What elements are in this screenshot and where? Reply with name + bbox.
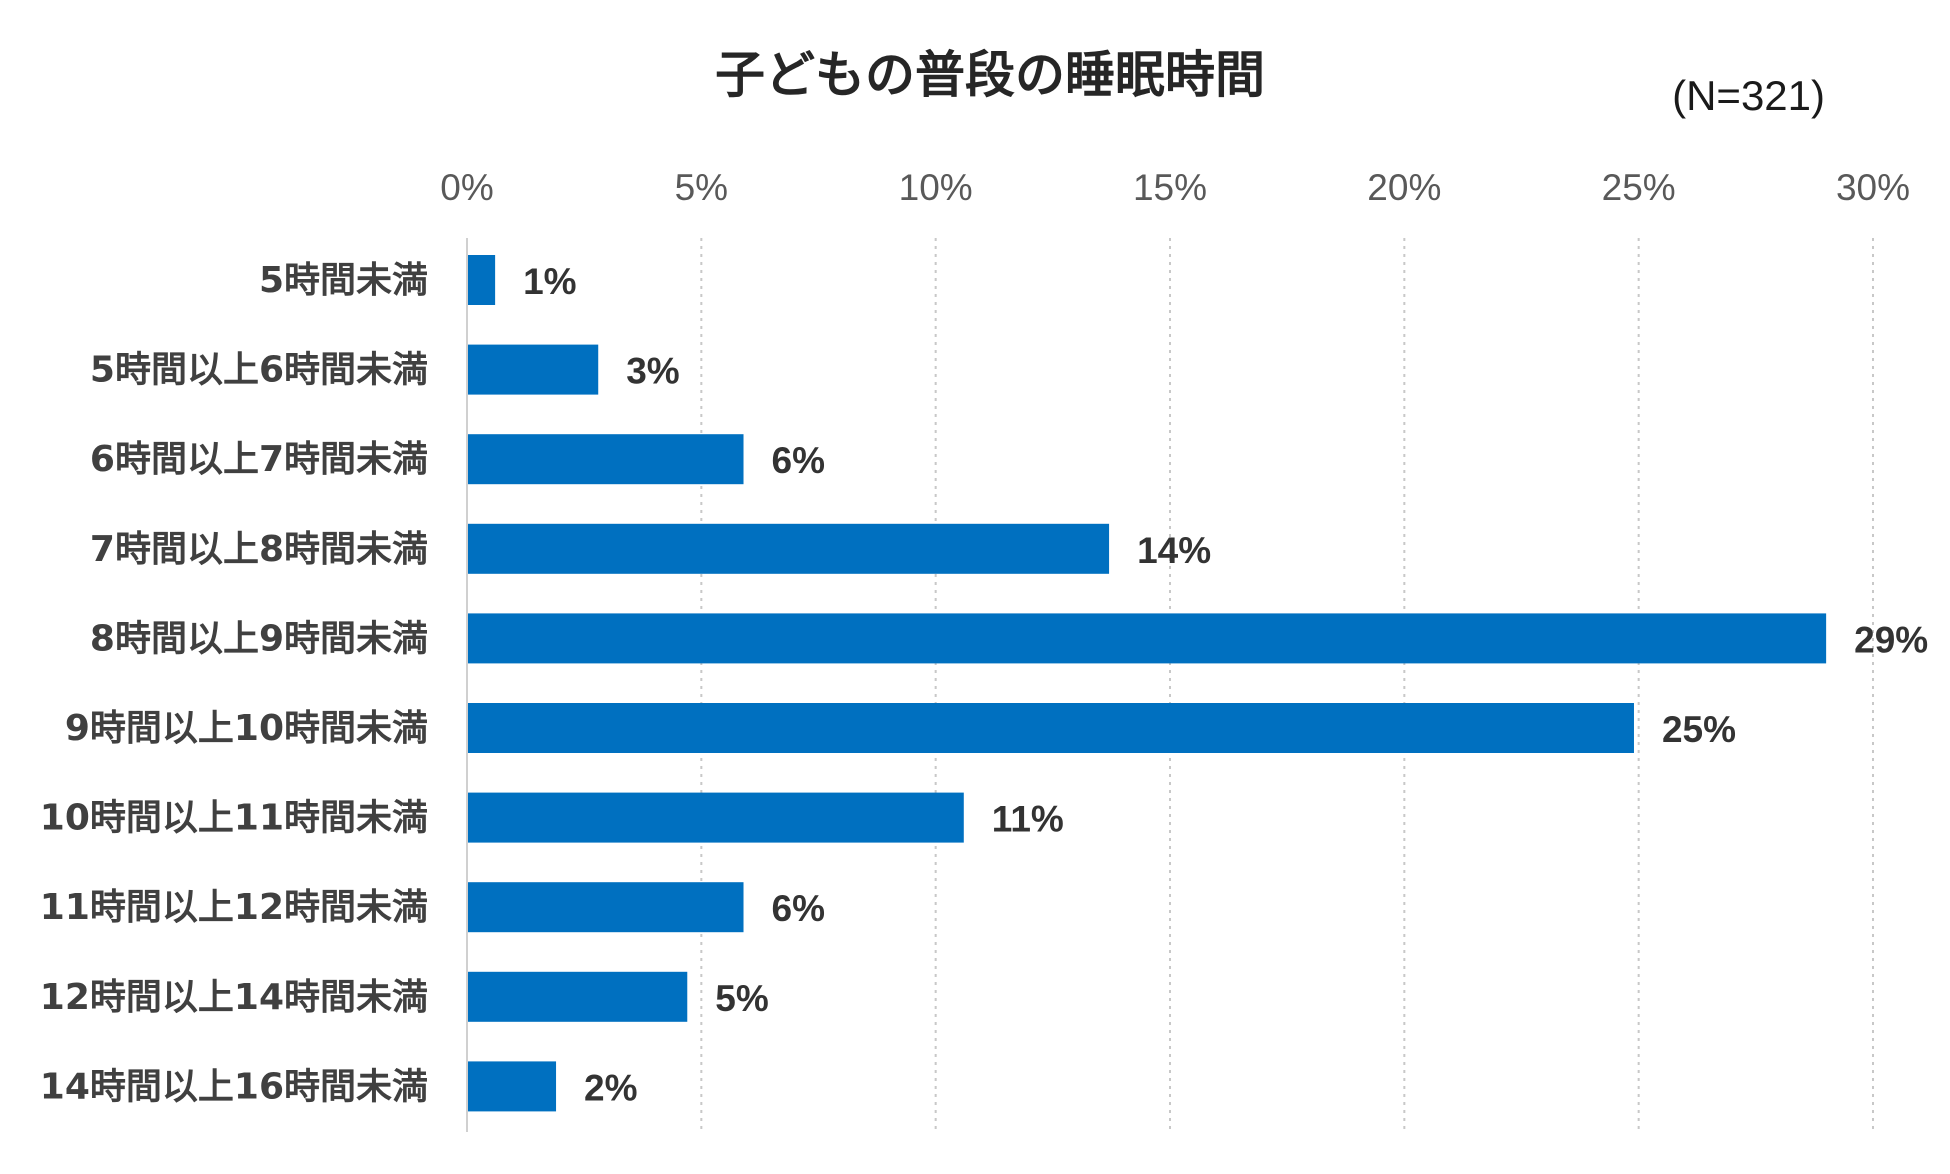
category-label: 6時間以上7時間未満: [90, 439, 428, 480]
x-tick-label: 15%: [1133, 167, 1207, 208]
category-label: 8時間以上9時間未満: [90, 618, 428, 659]
bar: [467, 434, 744, 485]
category-label: 14時間以上16時間未満: [40, 1066, 428, 1107]
x-tick-label: 10%: [899, 167, 973, 208]
data-label: 29%: [1854, 619, 1928, 660]
data-label: 6%: [772, 440, 825, 481]
category-labels: 5時間未満 5時間以上6時間未満 6時間以上7時間未満 7時間以上8時間未満 8時間以上…: [40, 260, 428, 1107]
category-label: 7時間以上8時間未満: [90, 529, 428, 570]
bar: [467, 523, 1110, 574]
data-labels: 1% 3% 6% 14% 29% 25% 11% 6% 5% 2%: [523, 261, 1928, 1108]
bar: [467, 613, 1827, 664]
data-label: 1%: [523, 261, 576, 302]
bar: [467, 882, 744, 933]
category-label: 12時間以上14時間未満: [40, 977, 428, 1018]
category-label: 5時間以上6時間未満: [90, 350, 428, 391]
data-label: 14%: [1137, 530, 1211, 571]
bar: [467, 703, 1634, 753]
bar: [467, 971, 688, 1022]
gridlines: [700, 238, 1874, 1132]
x-tick-label: 25%: [1602, 167, 1676, 208]
bars: [467, 255, 1827, 1112]
data-label: 25%: [1662, 709, 1736, 750]
x-axis-ticks: 0% 5% 10% 15% 20% 25% 30%: [440, 167, 1910, 208]
x-tick-label: 5%: [675, 167, 728, 208]
bar: [467, 1061, 557, 1112]
x-tick-label: 0%: [440, 167, 493, 208]
data-label: 5%: [715, 978, 768, 1019]
category-label: 10時間以上11時間未満: [40, 798, 428, 839]
bar: [467, 792, 964, 843]
data-label: 3%: [626, 351, 679, 392]
bar: [467, 344, 599, 395]
chart-title: 子どもの普段の睡眠時間: [715, 46, 1265, 104]
data-label: 6%: [772, 888, 825, 929]
data-label: 11%: [992, 799, 1064, 840]
x-tick-label: 20%: [1367, 167, 1441, 208]
x-tick-label: 30%: [1836, 167, 1910, 208]
bar: [467, 255, 496, 305]
category-label: 5時間未満: [259, 260, 428, 301]
category-label: 9時間以上10時間未満: [65, 708, 428, 749]
sample-size-note: (N=321): [1672, 72, 1825, 119]
data-label: 2%: [584, 1067, 637, 1108]
category-label: 11時間以上12時間未満: [40, 887, 428, 928]
